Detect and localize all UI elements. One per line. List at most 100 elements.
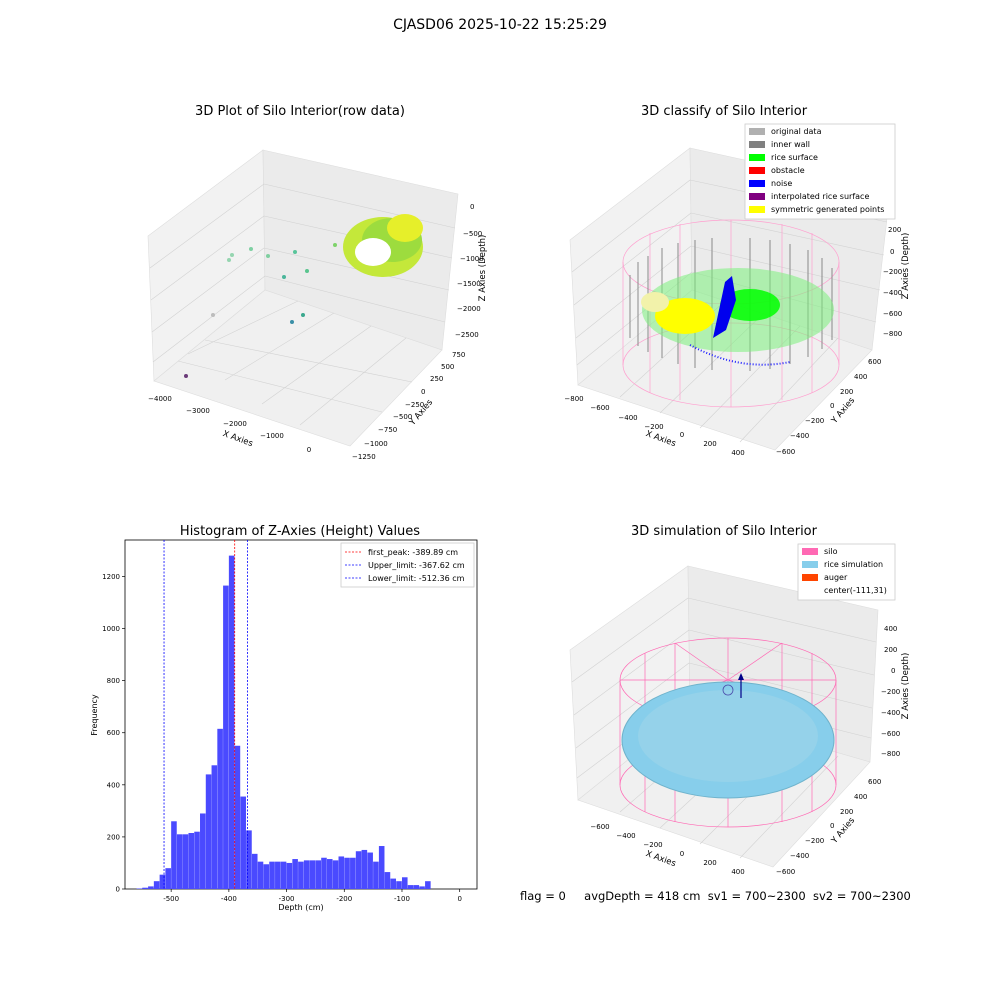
- legend-label: obstacle: [771, 166, 805, 175]
- histogram-plot: -500 -400 -300 -200 -100 0 0 200 400 600 800 1000 1…: [90, 539, 478, 912]
- y-tick-label: −400: [790, 432, 809, 440]
- histogram-bar: [425, 881, 431, 889]
- legend-label: rice simulation: [824, 560, 883, 569]
- z-tick-label: 400: [884, 625, 897, 633]
- histogram-bar: [321, 857, 327, 889]
- histogram-bar: [176, 834, 183, 889]
- auger: [738, 673, 744, 680]
- x-tick-label: -500: [163, 895, 179, 903]
- histogram-bar: [194, 831, 200, 889]
- histogram-bar: [240, 796, 246, 889]
- legend-label: interpolated rice surface: [771, 192, 869, 201]
- z-tick-label: 200: [884, 646, 897, 654]
- y-tick-label: 600: [868, 778, 881, 786]
- legend-swatch: [749, 206, 765, 213]
- y-tick-label: 0: [830, 822, 834, 830]
- histogram-bar: [234, 745, 241, 889]
- x-tick-label: −1000: [260, 432, 284, 440]
- x-tick-label: 200: [703, 440, 716, 448]
- histogram-bar: [292, 859, 298, 889]
- histogram-bar: [269, 861, 275, 889]
- legend: silo rice simulation auger center(-111,3…: [797, 543, 896, 601]
- histogram-bar: [205, 774, 212, 889]
- histogram-bar: [332, 860, 339, 889]
- histogram-bar: [148, 886, 154, 889]
- z-axis-label: Z Axies (Depth): [901, 233, 911, 300]
- symmetric-points: [655, 298, 715, 334]
- x-tick-label: -300: [279, 895, 295, 903]
- panel2-3d-plot: original data inner wall rice surface ob…: [564, 123, 911, 457]
- histogram-bar: [165, 868, 171, 889]
- histogram-bar: [286, 862, 293, 889]
- legend: original data inner wall rice surface ob…: [744, 123, 896, 220]
- legend-swatch: [802, 574, 818, 581]
- histogram-bar: [298, 861, 304, 889]
- point: [290, 320, 294, 324]
- x-axis-label: X Axies: [644, 849, 677, 869]
- histogram-bar: [280, 861, 287, 889]
- panel1-3d-plot: −4000 −3000 −2000 −1000 0 X Axies 750 50…: [147, 149, 488, 461]
- histogram-bar: [419, 886, 425, 889]
- histogram-bar: [326, 859, 333, 889]
- z-tick-label: 200: [888, 226, 901, 234]
- x-tick-label: 400: [731, 868, 744, 876]
- y-tick-label: 500: [441, 363, 454, 371]
- y-axis-label: Y Axies: [829, 395, 857, 426]
- z-tick-label: −1000: [460, 255, 484, 263]
- reference-lines: [163, 540, 248, 889]
- panel1-title: 3D Plot of Silo Interior(row data): [195, 104, 405, 119]
- x-tick-label: -400: [221, 895, 237, 903]
- z-axis-label: Z Axies (Depth): [478, 235, 488, 302]
- panel2-title: 3D classify of Silo Interior: [640, 104, 808, 119]
- point: [301, 313, 305, 317]
- y-tick-label: 200: [107, 833, 120, 841]
- x-tick-label: -100: [394, 895, 410, 903]
- y-tick-labels: 750 500 250 0 −250 −500 −750 −1000 −1250: [352, 351, 465, 461]
- histogram-bar: [309, 860, 316, 889]
- y-tick-label: 600: [868, 358, 881, 366]
- histogram-bar: [390, 878, 397, 889]
- scatter-points: [184, 214, 423, 378]
- z-tick-label: 0: [890, 248, 894, 256]
- x-tick-label: 0: [457, 895, 461, 903]
- noise-points: [713, 276, 736, 338]
- histogram-bar: [384, 872, 391, 889]
- y-tick-label: 0: [116, 886, 120, 894]
- histogram-bar: [373, 861, 379, 889]
- x-tick-label: 0: [680, 850, 684, 858]
- x-tick-label: 0: [680, 431, 684, 439]
- y-tick-label: 600: [107, 729, 120, 737]
- histogram-bar: [188, 833, 195, 889]
- y-tick-label: 200: [840, 808, 853, 816]
- z-tick-label: −2500: [455, 331, 479, 339]
- center-marker: [722, 684, 734, 696]
- x-tick-label: −200: [643, 841, 662, 849]
- point-cluster: [355, 238, 391, 266]
- legend-swatch: [749, 167, 765, 174]
- status-line: flag = 0 avgDepth = 418 cm sv1 = 700~230…: [520, 889, 911, 903]
- histogram-bar: [275, 861, 281, 889]
- x-axis-label: Depth (cm): [278, 903, 323, 912]
- x-tick-label: −400: [616, 832, 635, 840]
- legend-swatch: [749, 141, 765, 148]
- histogram-bar: [159, 874, 166, 889]
- z-tick-label: −400: [883, 289, 902, 297]
- y-tick-label: −400: [790, 852, 809, 860]
- histogram-bar: [228, 555, 235, 889]
- legend-label: symmetric generated points: [771, 205, 884, 214]
- legend-swatch: [802, 548, 818, 555]
- y-tick-labels: 600 400 200 0 −200 −400 −600: [776, 358, 881, 456]
- point: [282, 275, 286, 279]
- y-tick-label: 800: [107, 677, 120, 685]
- legend-label: rice surface: [771, 153, 818, 162]
- histogram-bar: [303, 860, 310, 889]
- legend-label: Lower_limit: -512.36 cm: [368, 574, 465, 583]
- point: [184, 374, 188, 378]
- sv1-text: sv1 = 700~2300: [707, 889, 806, 903]
- floor-pane: [153, 289, 443, 447]
- histogram-bar: [246, 830, 252, 889]
- z-tick-label: −200: [881, 688, 900, 696]
- histogram-bar: [361, 849, 368, 889]
- x-tick-label: −2000: [223, 420, 247, 428]
- point: [230, 253, 234, 257]
